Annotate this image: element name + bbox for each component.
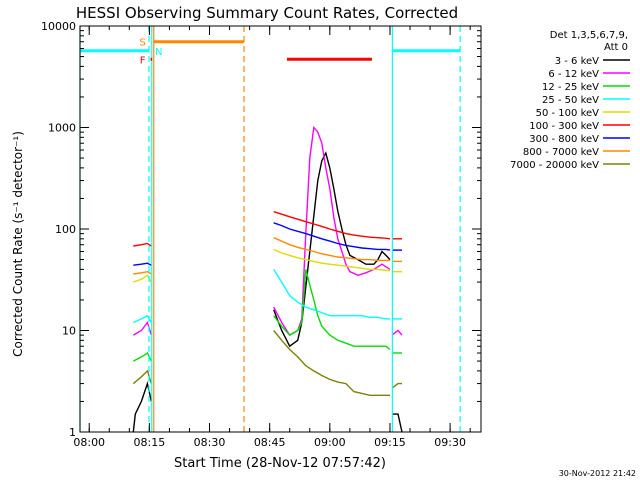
y-tick-label: 1000 [48, 122, 76, 135]
series-line-0-seg-2 [392, 413, 403, 433]
series-line-0-seg-1 [273, 151, 391, 348]
series-line-8-seg-1 [273, 330, 390, 396]
series-line-7-seg-1 [273, 237, 390, 262]
legend-label: 800 - 7000 keV [523, 147, 599, 158]
legend-header: Det 1,3,5,6,7,9, [550, 30, 628, 41]
series-line-8-seg-2 [391, 382, 402, 389]
x-axis-label: Start Time (28-Nov-12 07:57:42) [174, 456, 386, 471]
flag-label-s: S [139, 38, 145, 49]
chart-title: HESSI Observing Summary Count Rates, Cor… [76, 4, 458, 22]
legend: Det 1,3,5,6,7,9,Att 0 3 - 6 keV 6 - 12 keV… [510, 30, 630, 171]
series-line-6-seg-1 [273, 222, 391, 251]
plot-area: SFN 1 10 100 1000 10000 08:00 08:15 08:30 08:45 09… [41, 20, 482, 449]
series-line-3-seg-1 [273, 269, 390, 320]
y-tick-label: 10 [62, 325, 76, 338]
legend-label: 25 - 50 keV [542, 95, 599, 106]
footer-date: 30-Nov-2012 21:42 [559, 469, 636, 478]
series-line-4-seg-1 [273, 248, 390, 272]
series-line-6-seg-0 [133, 262, 152, 266]
legend-header: Att 0 [604, 42, 628, 53]
y-tick-label: 1 [69, 426, 76, 439]
x-tick-label: 09:30 [434, 436, 466, 449]
y-tick-label: 100 [55, 223, 76, 236]
legend-label: 12 - 25 keV [542, 82, 599, 93]
series-line-2-seg-1 [273, 269, 391, 351]
legend-label: 3 - 6 keV [555, 56, 599, 67]
flag-label-n: N [155, 47, 162, 58]
x-tick-label: 08:15 [134, 436, 166, 449]
plot-frame [79, 25, 482, 433]
flag-label-f: F [140, 55, 146, 66]
x-tick-label: 08:30 [194, 436, 226, 449]
series-line-5-seg-1 [273, 211, 391, 240]
y-axis-label: Corrected Count Rate (s⁻¹ detector⁻¹) [11, 131, 25, 357]
legend-label: 6 - 12 keV [548, 69, 599, 80]
legend-label: 7000 - 20000 keV [510, 160, 599, 171]
x-tick-label: 09:00 [314, 436, 346, 449]
legend-label: 100 - 300 keV [529, 121, 599, 132]
x-tick-label: 08:00 [73, 436, 105, 449]
series-line-1-seg-1 [273, 125, 391, 337]
x-tick-label: 09:15 [374, 436, 406, 449]
x-tick-label: 08:45 [254, 436, 286, 449]
series-line-7-seg-0 [133, 270, 152, 275]
series-line-1-seg-2 [391, 329, 403, 336]
legend-label: 300 - 800 keV [529, 134, 599, 145]
series-line-5-seg-0 [133, 242, 152, 247]
legend-label: 50 - 100 keV [536, 108, 600, 119]
y-tick-label: 10000 [41, 20, 76, 33]
